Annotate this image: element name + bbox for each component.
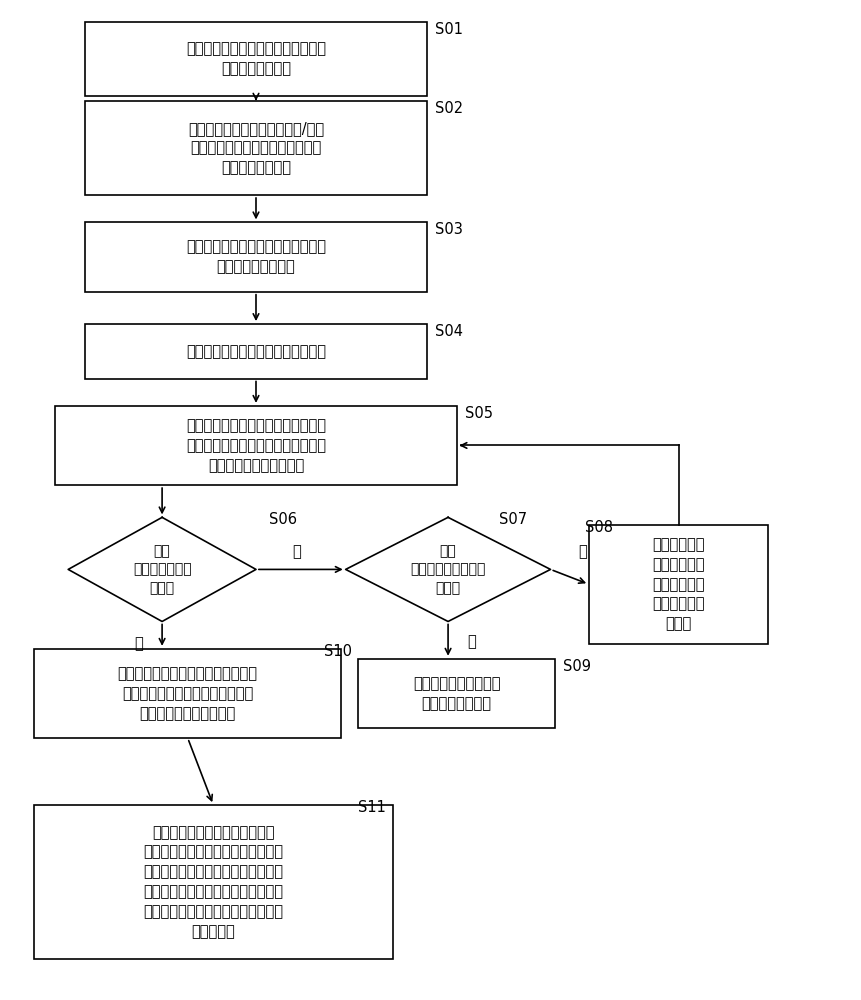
Text: S09: S09 <box>563 659 591 674</box>
Text: 接收并存储一个或者多个第一用户终
端上传的视频素材: 接收并存储一个或者多个第一用户终 端上传的视频素材 <box>186 41 325 76</box>
FancyBboxPatch shape <box>85 101 426 195</box>
Text: 将所述检索关
键词按预设规
则进行拆分，
生成新的检索
关键词: 将所述检索关 键词按预设规 则进行拆分， 生成新的检索 关键词 <box>652 537 704 631</box>
Text: S02: S02 <box>435 101 463 116</box>
FancyBboxPatch shape <box>85 324 426 379</box>
Text: 否: 否 <box>467 634 476 649</box>
Text: 分析所述视频素材的属性，和/或所
述视频素材描述性信息，生成所述
视频素材的关键词: 分析所述视频素材的属性，和/或所 述视频素材描述性信息，生成所述 视频素材的关键… <box>188 121 324 175</box>
FancyBboxPatch shape <box>85 222 426 292</box>
Text: S07: S07 <box>499 512 527 527</box>
Text: 接收第二用户终端输入的检索关键词: 接收第二用户终端输入的检索关键词 <box>186 344 325 359</box>
Text: S10: S10 <box>324 644 352 659</box>
Text: S06: S06 <box>269 512 296 527</box>
Polygon shape <box>68 517 256 621</box>
Text: S04: S04 <box>435 324 462 339</box>
Text: S08: S08 <box>584 520 612 535</box>
Text: 获取并记录每个视频素材的价值参数
以及使用次数等数据: 获取并记录每个视频素材的价值参数 以及使用次数等数据 <box>186 240 325 274</box>
Text: S11: S11 <box>358 800 386 815</box>
FancyBboxPatch shape <box>34 805 392 959</box>
Text: 将所述检索关键词与所存储的视频素
材的关键字进行匹配，筛选与所述检
索关键词相关的视频素材: 将所述检索关键词与所存储的视频素 材的关键字进行匹配，筛选与所述检 索关键词相关… <box>186 418 325 473</box>
Text: S03: S03 <box>435 222 462 237</box>
FancyBboxPatch shape <box>55 406 456 485</box>
Text: S01: S01 <box>435 22 462 37</box>
FancyBboxPatch shape <box>85 22 426 96</box>
Text: S05: S05 <box>465 406 492 421</box>
Text: 提示第二用户终端找不
到合适的视频素材: 提示第二用户终端找不 到合适的视频素材 <box>412 676 499 711</box>
Text: 将筛选出来的视频素材按照所述价值
参数以及使用次数等数据进行排序
后，反馈给第二用户终端: 将筛选出来的视频素材按照所述价值 参数以及使用次数等数据进行排序 后，反馈给第二… <box>118 666 257 721</box>
FancyBboxPatch shape <box>34 649 341 738</box>
Text: 是: 是 <box>133 636 142 651</box>
Text: 是: 是 <box>578 544 586 559</box>
Polygon shape <box>345 517 550 621</box>
Text: 接收并记录第二用户终端选择的
视频素材，并联系上传所述视频素材
的第一用户终端，实现上述在线沟通
所述视频素材的使用原则以及金额，
并执行资金交付以及所述视频素: 接收并记录第二用户终端选择的 视频素材，并联系上传所述视频素材 的第一用户终端，… <box>143 825 283 939</box>
FancyBboxPatch shape <box>358 659 554 728</box>
Text: 筛选
出至少一个视频
素材？: 筛选 出至少一个视频 素材？ <box>133 544 191 595</box>
Text: 否: 否 <box>292 544 301 559</box>
FancyBboxPatch shape <box>588 525 767 644</box>
Text: 所述
检索关键词可以进行
拆分？: 所述 检索关键词可以进行 拆分？ <box>410 544 486 595</box>
